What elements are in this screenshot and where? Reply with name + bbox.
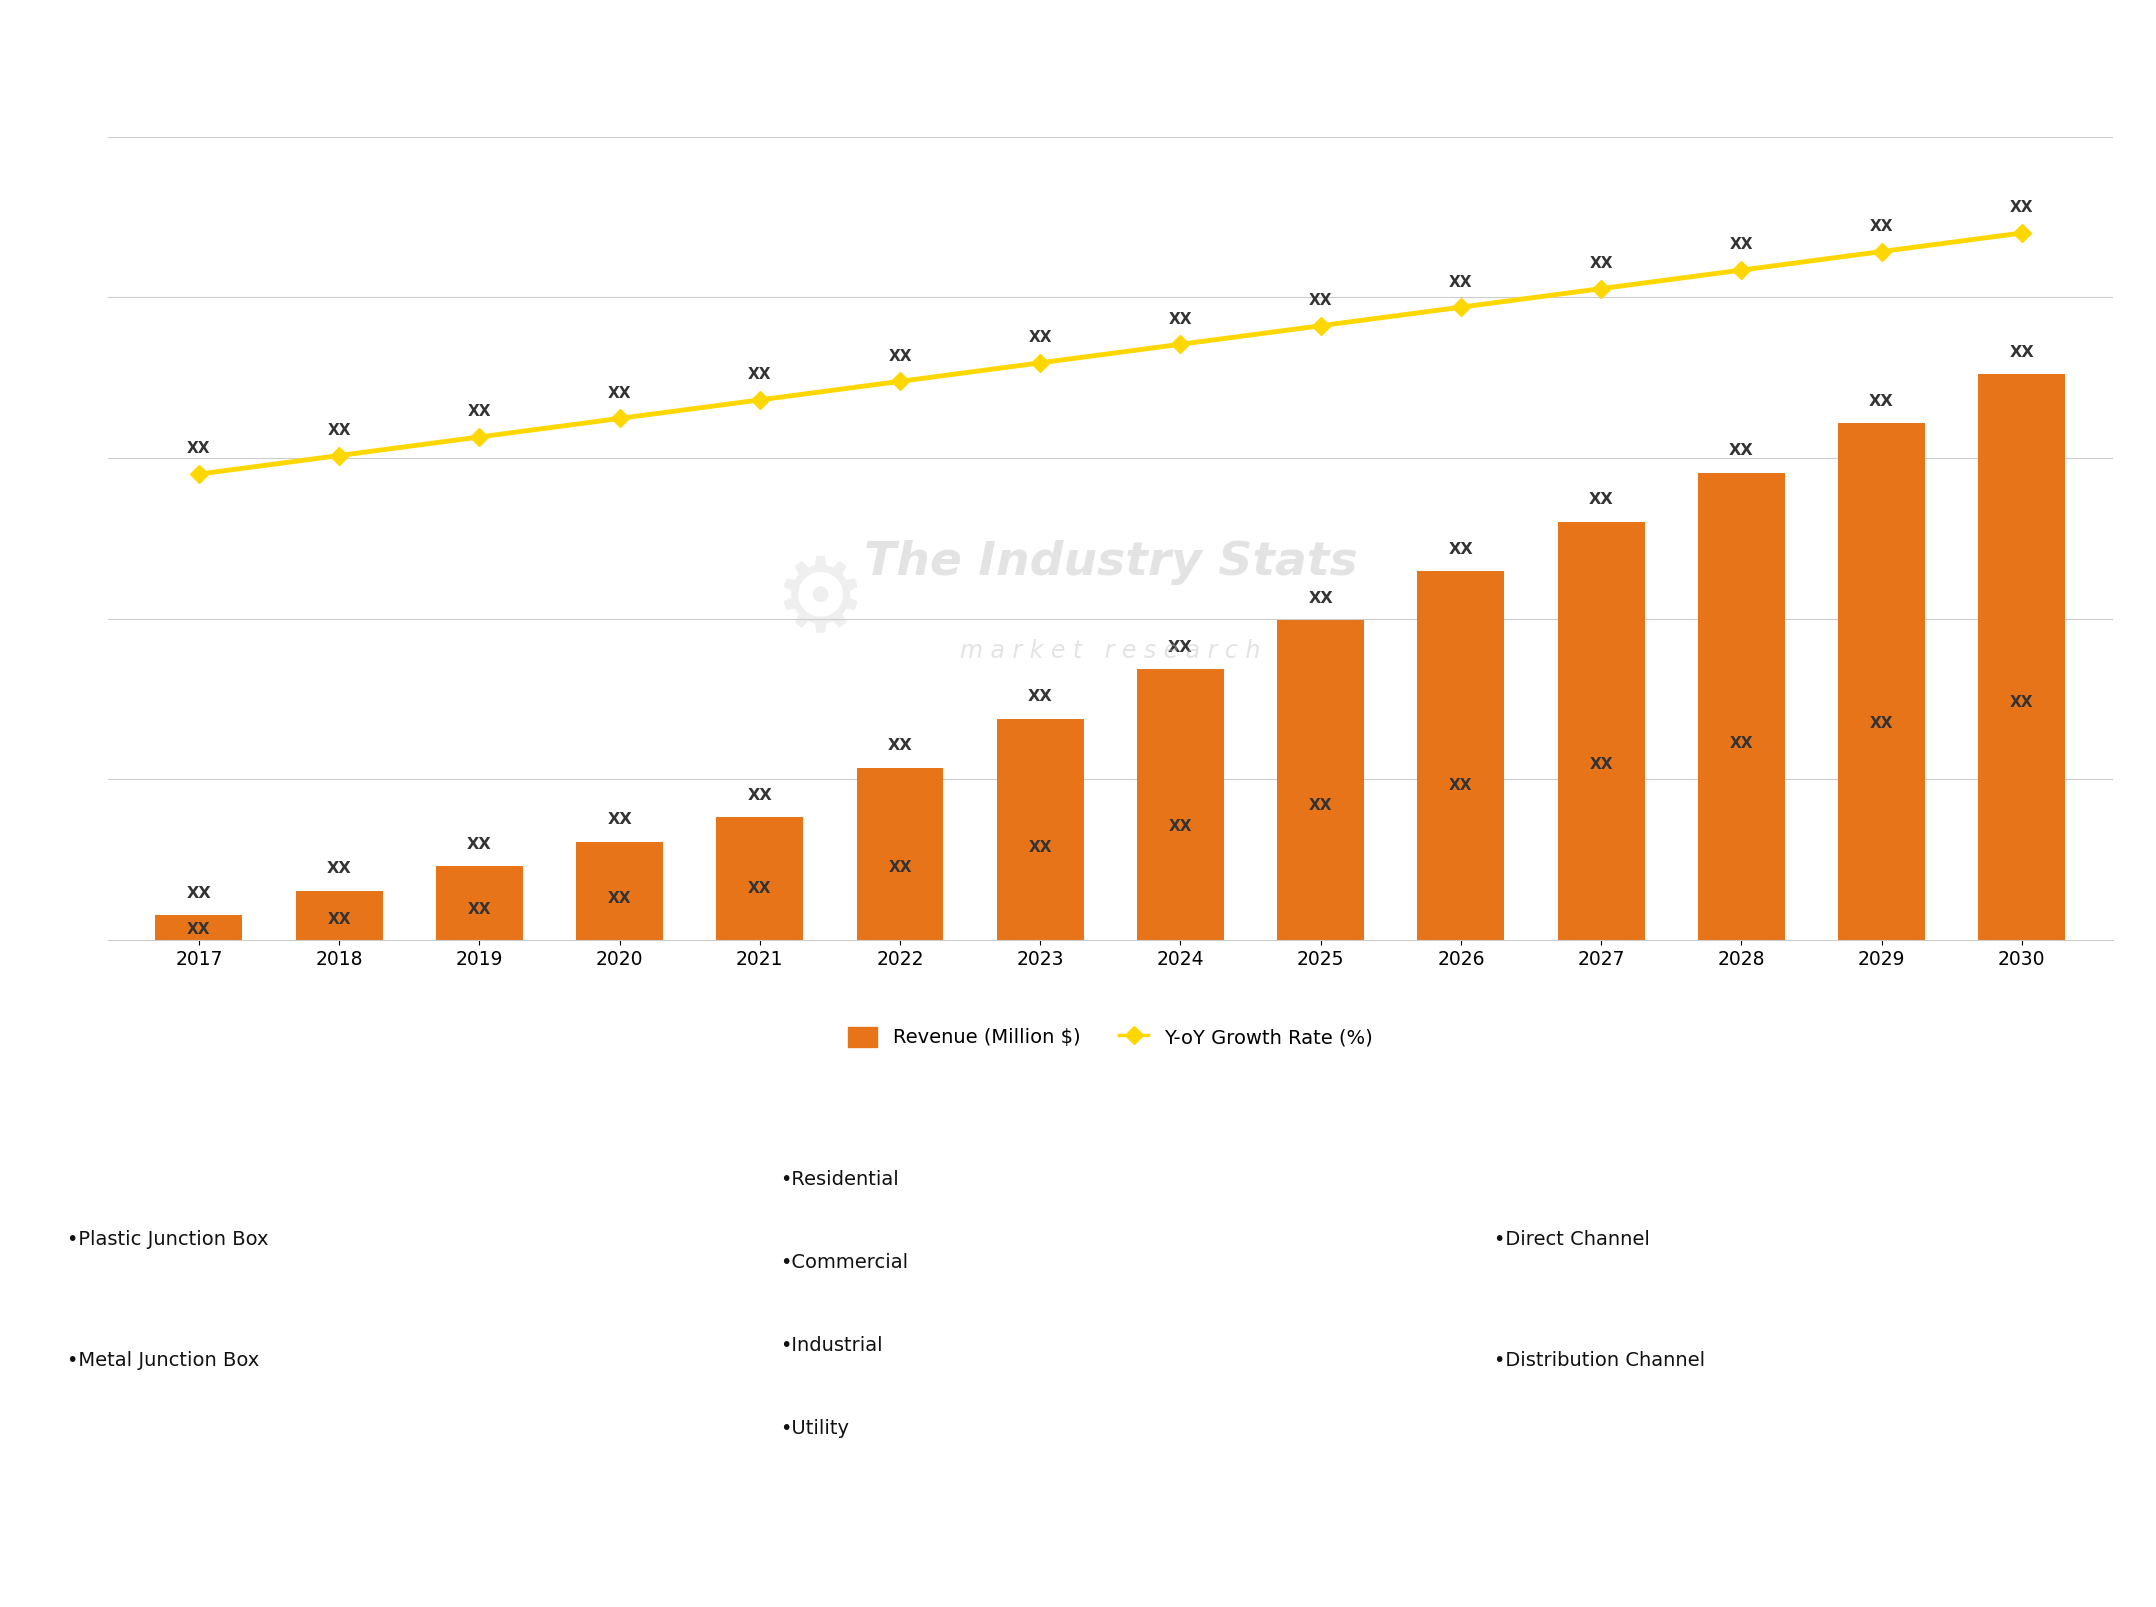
Text: The Industry Stats: The Industry Stats xyxy=(865,540,1356,585)
Text: XX: XX xyxy=(748,368,772,382)
Text: XX: XX xyxy=(1028,839,1052,855)
Text: ⚙: ⚙ xyxy=(772,553,867,652)
Text: XX: XX xyxy=(2009,346,2033,360)
Text: XX: XX xyxy=(1309,292,1332,309)
Text: •Industrial: •Industrial xyxy=(780,1335,882,1355)
Text: XX: XX xyxy=(888,739,912,754)
Text: XX: XX xyxy=(1169,312,1192,326)
Text: XX: XX xyxy=(1869,715,1893,731)
Text: Website: www.theindustrystats.com: Website: www.theindustrystats.com xyxy=(1488,1535,1843,1554)
Bar xyxy=(1416,570,1505,940)
Text: XX: XX xyxy=(888,860,912,876)
Text: m a r k e t   r e s e a r c h: m a r k e t r e s e a r c h xyxy=(959,640,1261,662)
Text: XX: XX xyxy=(1589,757,1613,771)
Text: •Direct Channel: •Direct Channel xyxy=(1494,1229,1649,1249)
Text: XX: XX xyxy=(1869,394,1893,410)
Text: XX: XX xyxy=(468,902,492,916)
Text: XX: XX xyxy=(188,922,211,937)
Text: Application: Application xyxy=(1018,1155,1141,1176)
Text: XX: XX xyxy=(1729,444,1753,458)
Text: XX: XX xyxy=(1169,640,1192,656)
Bar xyxy=(1839,424,1925,940)
Text: XX: XX xyxy=(1729,736,1753,750)
Text: •Residential: •Residential xyxy=(780,1170,899,1189)
Text: XX: XX xyxy=(1729,238,1753,252)
Text: Product Types: Product Types xyxy=(287,1155,444,1176)
Text: XX: XX xyxy=(608,386,632,400)
Text: XX: XX xyxy=(1028,689,1052,704)
Text: •Plastic Junction Box: •Plastic Junction Box xyxy=(67,1229,267,1249)
Text: Email: sales@theindustrystats.com: Email: sales@theindustrystats.com xyxy=(776,1535,1121,1554)
Text: XX: XX xyxy=(2009,201,2033,215)
Bar xyxy=(1136,670,1225,940)
Legend: Revenue (Million $), Y-oY Growth Rate (%): Revenue (Million $), Y-oY Growth Rate (%… xyxy=(841,1019,1380,1054)
Text: XX: XX xyxy=(888,349,912,363)
Text: XX: XX xyxy=(2009,694,2033,710)
Text: XX: XX xyxy=(608,812,632,828)
Text: XX: XX xyxy=(1169,820,1192,834)
Text: Source: Theindustrystats Analysis: Source: Theindustrystats Analysis xyxy=(39,1535,373,1554)
Text: XX: XX xyxy=(1028,329,1052,346)
Text: XX: XX xyxy=(328,423,351,437)
Bar xyxy=(436,866,524,940)
Text: XX: XX xyxy=(328,911,351,927)
Bar xyxy=(576,842,664,940)
Text: •Distribution Channel: •Distribution Channel xyxy=(1494,1351,1705,1369)
Text: XX: XX xyxy=(1589,256,1613,272)
Bar xyxy=(1557,522,1645,940)
Text: XX: XX xyxy=(468,405,492,419)
Bar xyxy=(1697,472,1785,940)
Text: XX: XX xyxy=(1449,275,1473,289)
Bar xyxy=(856,768,944,940)
Text: XX: XX xyxy=(1589,492,1613,508)
Text: XX: XX xyxy=(328,861,351,876)
Bar xyxy=(716,816,804,940)
Text: XX: XX xyxy=(748,881,772,897)
Bar xyxy=(996,718,1084,940)
Text: XX: XX xyxy=(1869,219,1893,235)
Text: •Commercial: •Commercial xyxy=(780,1252,908,1271)
Bar xyxy=(295,890,382,940)
Text: Fig. Global Junction Box Market Status and Outlook: Fig. Global Junction Box Market Status a… xyxy=(28,35,873,64)
Bar xyxy=(1276,620,1365,940)
Text: XX: XX xyxy=(1449,778,1473,792)
Text: XX: XX xyxy=(188,885,211,902)
Text: XX: XX xyxy=(608,892,632,906)
Text: XX: XX xyxy=(1309,799,1332,813)
Text: Sales Channels: Sales Channels xyxy=(1708,1155,1878,1176)
Text: •Utility: •Utility xyxy=(780,1419,849,1438)
Text: XX: XX xyxy=(1309,591,1332,606)
Bar xyxy=(1979,374,2065,940)
Text: XX: XX xyxy=(468,837,492,852)
Text: XX: XX xyxy=(188,442,211,456)
Bar xyxy=(155,916,241,940)
Text: XX: XX xyxy=(1449,542,1473,556)
Text: •Metal Junction Box: •Metal Junction Box xyxy=(67,1351,259,1369)
Text: XX: XX xyxy=(748,787,772,802)
